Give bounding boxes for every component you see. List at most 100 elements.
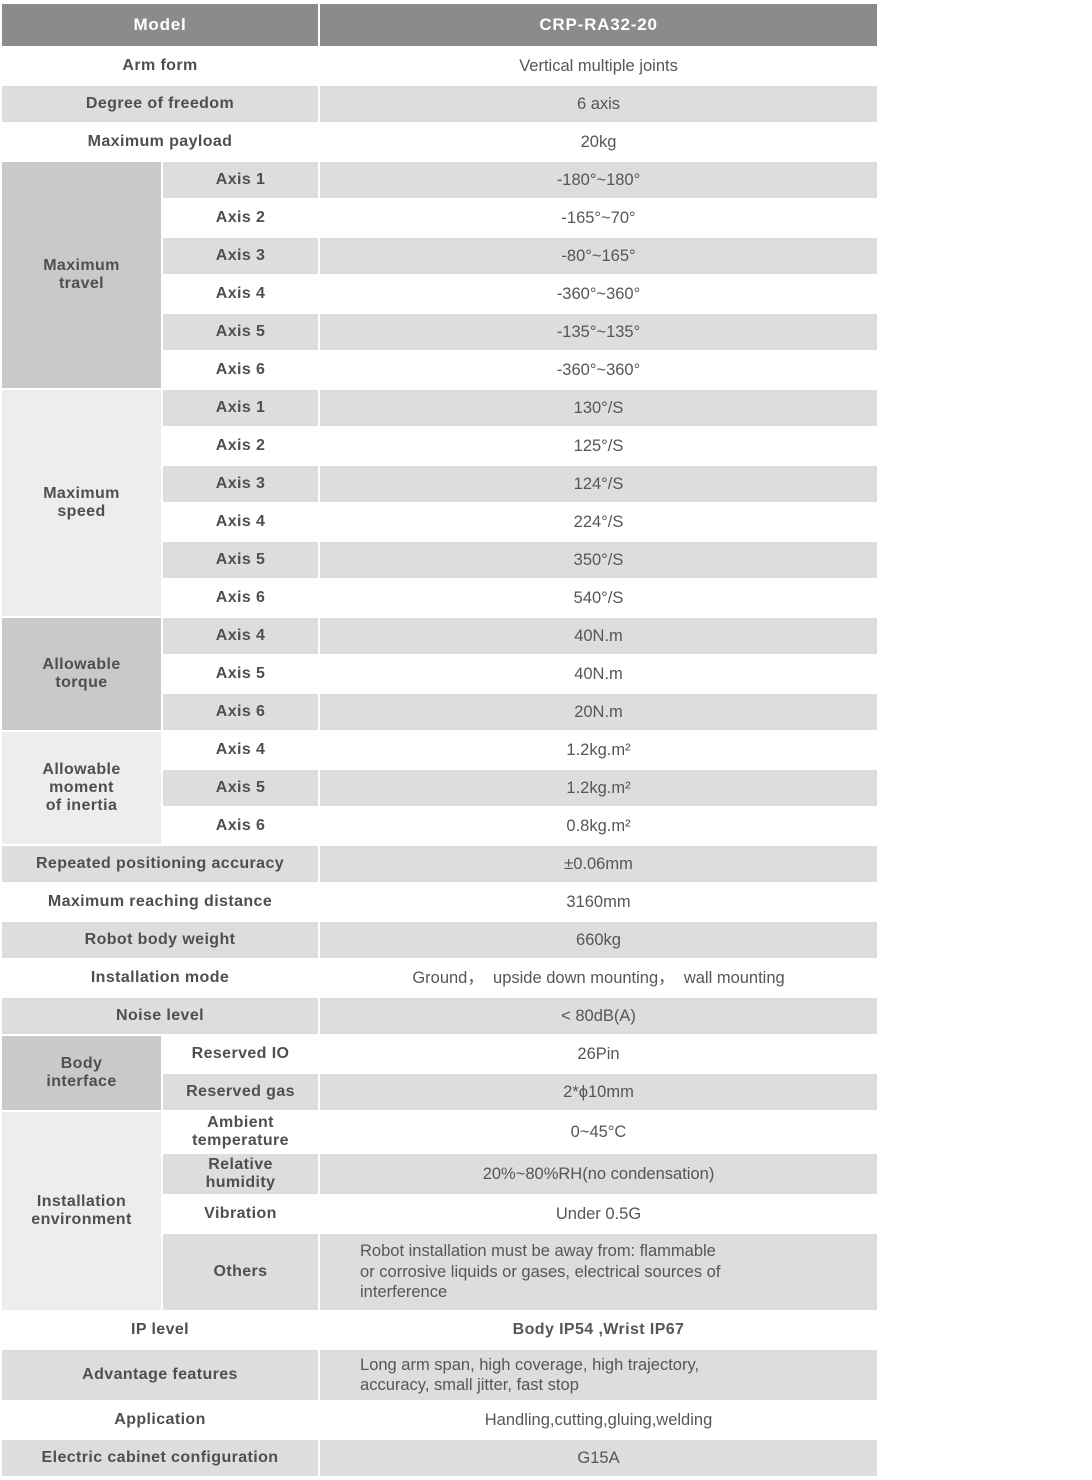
row-maximum-speed-axis-1: Maximum speed Axis 1 130°/S (2, 390, 878, 616)
row-label: Axis 5 (163, 770, 319, 806)
row-noise-level: Noise level < 80dB(A) (2, 998, 878, 1034)
row-value: Robot installation must be away from: fl… (320, 1233, 878, 1310)
row-maximum-payload: Maximum payload 20kg (2, 124, 878, 160)
row-label: Axis 3 (163, 238, 319, 274)
row-maximum-speed-axis-3: Axis 3 124°/S (2, 466, 878, 502)
row-value: -360°~360° (320, 276, 878, 312)
row-value: 130°/S (320, 390, 878, 426)
row-value: -135°~135° (320, 314, 878, 350)
row-label: Repeated positioning accuracy (2, 846, 319, 882)
row-value: 1.2kg.m² (320, 770, 878, 806)
row-value: 6 axis (320, 86, 878, 122)
row-label: Others (163, 1233, 319, 1310)
row-value: Vertical multiple joints (320, 48, 878, 84)
row-others: Others Robot installation must be away f… (2, 1233, 878, 1310)
row-label: Axis 4 (163, 732, 319, 768)
row-value: 660kg (320, 922, 878, 958)
row-reserved-io: Body interface Reserved IO 26Pin (2, 1036, 878, 1110)
row-label: Axis 1 (163, 162, 319, 198)
row-allowable-inertia-axis-5: Axis 5 1.2kg.m² (2, 770, 878, 806)
row-value: 20%~80%RH(no condensation) (320, 1153, 878, 1194)
row-value: Under 0.5G (320, 1195, 878, 1232)
row-maximum-travel-axis-4: Axis 4 -360°~360° (2, 276, 878, 312)
row-label: Application (2, 1401, 319, 1438)
row-maximum-speed-axis-2: Axis 2 125°/S (2, 428, 878, 464)
row-reserved-gas: Reserved gas 2*ϕ10mm (2, 1074, 878, 1110)
row-value: ±0.06mm (320, 846, 878, 882)
row-allowable-torque-axis-5: Axis 5 40N.m (2, 656, 878, 692)
row-value: 40N.m (320, 656, 878, 692)
row-application: Application Handling,cutting,gluing,weld… (2, 1401, 878, 1438)
row-label: Reserved gas (163, 1074, 319, 1110)
row-value: 124°/S (320, 466, 878, 502)
group-cell-maximum-speed: Maximum speed (2, 390, 161, 616)
row-label: Axis 4 (163, 276, 319, 312)
row-relative-humidity: Relative humidity 20%~80%RH(no condensat… (2, 1153, 878, 1194)
row-value: Ground， upside down mounting， wall mount… (320, 960, 878, 996)
row-label: Axis 2 (163, 428, 319, 464)
row-label: Maximum reaching distance (2, 884, 319, 920)
row-value: Handling,cutting,gluing,welding (320, 1401, 878, 1438)
row-label: Axis 5 (163, 656, 319, 692)
row-electric-cabinet-configuration: Electric cabinet configuration G15A (2, 1439, 878, 1476)
row-label: Axis 6 (163, 694, 319, 730)
group-cell-installation-environment: Installation environment (2, 1112, 161, 1310)
row-label: Axis 3 (163, 466, 319, 502)
row-value: 224°/S (320, 504, 878, 540)
group-cell-allowable-moment-of-inertia: Allowable moment of inertia (2, 732, 161, 844)
row-label: Noise level (2, 998, 319, 1034)
row-maximum-travel-axis-3: Axis 3 -80°~165° (2, 238, 878, 274)
row-value: 125°/S (320, 428, 878, 464)
row-allowable-inertia-axis-6: Axis 6 0.8kg.m² (2, 808, 878, 844)
row-vibration: Vibration Under 0.5G (2, 1195, 878, 1232)
row-allowable-torque-axis-4: Allowable torque Axis 4 40N.m (2, 618, 878, 730)
row-label: Degree of freedom (2, 86, 319, 122)
row-value: 2*ϕ10mm (320, 1074, 878, 1110)
row-value: G15A (320, 1439, 878, 1476)
row-robot-body-weight: Robot body weight 660kg (2, 922, 878, 958)
row-value: -80°~165° (320, 238, 878, 274)
row-label: IP level (2, 1311, 319, 1348)
row-label: Relative humidity (163, 1153, 319, 1194)
header-row: Model CRP-RA32-20 (2, 4, 878, 46)
row-value: Long arm span, high coverage, high traje… (320, 1349, 878, 1400)
row-repeated-positioning-accuracy: Repeated positioning accuracy ±0.06mm (2, 846, 878, 882)
row-value: 0.8kg.m² (320, 808, 878, 844)
row-value: -180°~180° (320, 162, 878, 198)
row-installation-mode: Installation mode Ground， upside down mo… (2, 960, 878, 996)
row-label: Axis 6 (163, 808, 319, 844)
row-value: 540°/S (320, 580, 878, 616)
row-maximum-speed-axis-5: Axis 5 350°/S (2, 542, 878, 578)
row-advantage-features: Advantage features Long arm span, high c… (2, 1349, 878, 1400)
row-maximum-travel-axis-2: Axis 2 -165°~70° (2, 200, 878, 236)
row-label: Advantage features (2, 1349, 319, 1400)
row-ambient-temperature: Installation environment Ambient tempera… (2, 1112, 878, 1310)
row-label: Maximum payload (2, 124, 319, 160)
model-header-cell: Model (2, 4, 319, 46)
row-value: 1.2kg.m² (320, 732, 878, 768)
row-maximum-travel-axis-1: Maximum travel Axis 1 -180°~180° (2, 162, 878, 388)
row-maximum-speed-axis-4: Axis 4 224°/S (2, 504, 878, 540)
row-degree-of-freedom: Degree of freedom 6 axis (2, 86, 878, 122)
row-maximum-speed-axis-6: Axis 6 540°/S (2, 580, 878, 616)
row-label: Arm form (2, 48, 319, 84)
row-label: Reserved IO (163, 1036, 319, 1072)
group-cell-maximum-travel: Maximum travel (2, 162, 161, 388)
group-cell-body-interface: Body interface (2, 1036, 161, 1110)
row-value: 20N.m (320, 694, 878, 730)
row-value: 3160mm (320, 884, 878, 920)
row-allowable-torque-axis-6: Axis 6 20N.m (2, 694, 878, 730)
row-value: -165°~70° (320, 200, 878, 236)
group-cell-allowable-torque: Allowable torque (2, 618, 161, 730)
model-value-cell: CRP-RA32-20 (320, 4, 878, 46)
row-maximum-travel-axis-6: Axis 6 -360°~360° (2, 352, 878, 388)
row-maximum-travel-axis-5: Axis 5 -135°~135° (2, 314, 878, 350)
row-maximum-reaching-distance: Maximum reaching distance 3160mm (2, 884, 878, 920)
row-value: < 80dB(A) (320, 998, 878, 1034)
spec-table: Model CRP-RA32-20 Arm form Vertical mult… (0, 2, 879, 1478)
row-label: Ambient temperature (163, 1112, 319, 1152)
row-label: Axis 1 (163, 390, 319, 426)
row-label: Axis 6 (163, 580, 319, 616)
row-arm-form: Arm form Vertical multiple joints (2, 48, 878, 84)
row-value: -360°~360° (320, 352, 878, 388)
